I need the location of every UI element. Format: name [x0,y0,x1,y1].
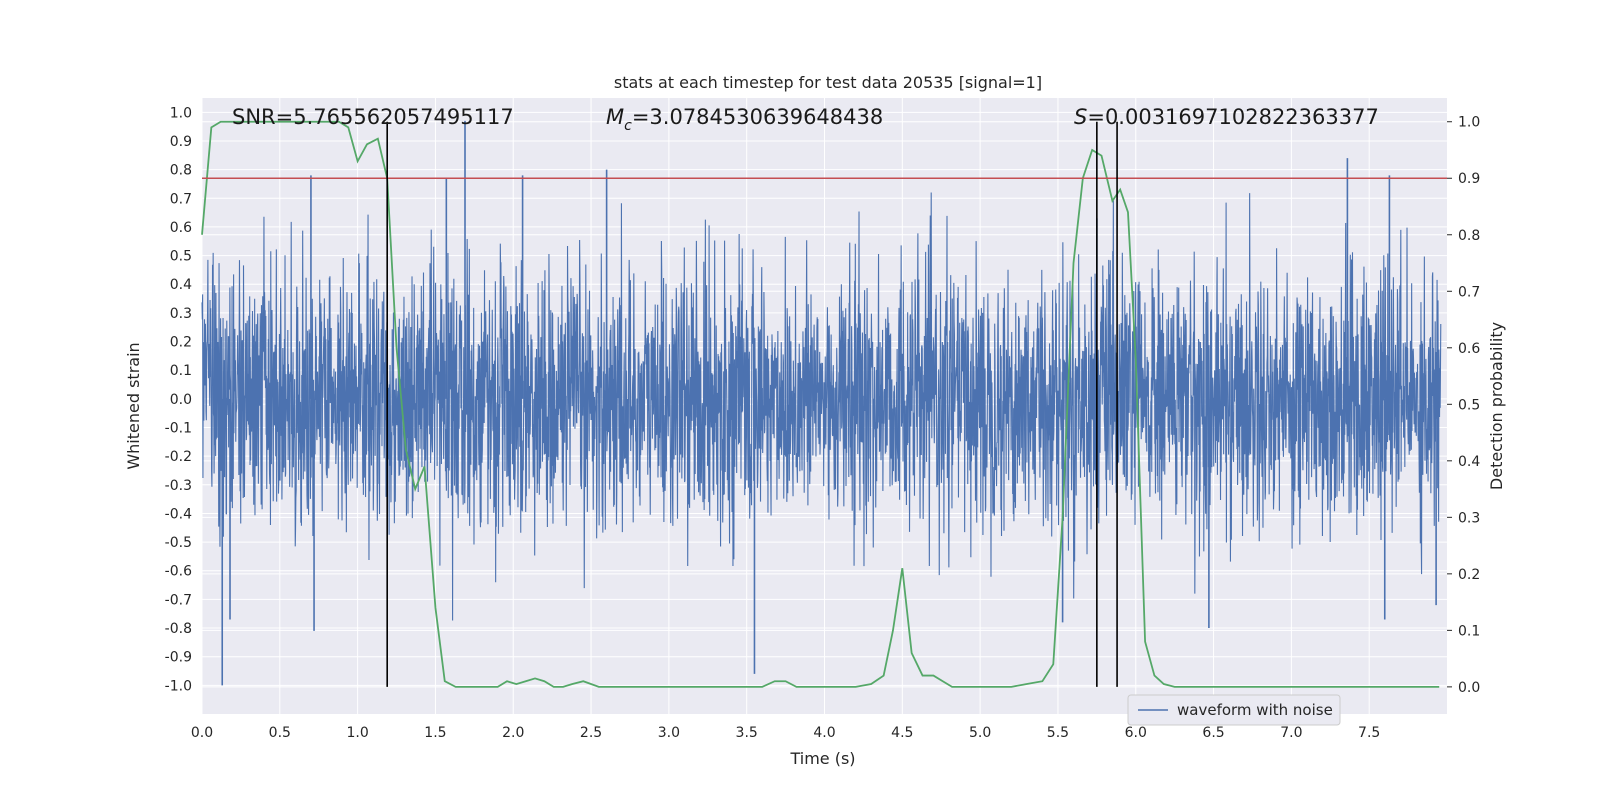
chirp-mass-subscript: c [624,118,632,134]
y-tick-label-left: 0.1 [170,363,192,379]
s-symbol: S [1074,105,1087,129]
x-tick-label: 6.5 [1202,725,1224,741]
x-tick-label: 3.0 [658,725,680,741]
x-tick-label: 5.0 [969,725,991,741]
y-tick-label-left: -0.5 [165,535,192,551]
y-tick-label-right: 0.0 [1458,680,1480,696]
y-tick-label-left: -0.3 [165,478,192,494]
probability-line [201,120,1440,688]
y-tick-label-right: 0.8 [1458,228,1480,244]
tick-labels: 0.0 0.5 1.0 1.5 2.0 2.5 3.0 3.5 4.0 4.5 5.0 5.5 6.0 6… [165,105,1481,741]
waveform-series [201,120,1442,686]
y-tick-label-right: 1.0 [1458,115,1480,131]
probability-series [201,120,1440,688]
y-tick-label-right: 0.7 [1458,284,1480,300]
legend-label: waveform with noise [1177,701,1333,719]
y-tick-label-right: 0.5 [1458,397,1480,413]
y-tick-label-left: 0.9 [170,134,192,150]
y-tick-label-left: 0.7 [170,191,192,207]
waveform-line [201,192,1442,621]
y-tick-label-left: -0.6 [165,564,192,580]
y-tick-label-left: 0.8 [170,163,192,179]
chart-title: stats at each timestep for test data 205… [614,73,1042,92]
chirp-mass-symbol: M [606,105,624,129]
y-tick-label-left: 1.0 [170,105,192,121]
y-tick-label-left: 0.2 [170,335,192,351]
y-tick-label-left: -1.0 [165,678,192,694]
x-tick-label: 7.5 [1358,725,1380,741]
x-axis-label: Time (s) [789,749,855,768]
s-value: =0.0031697102822363377 [1087,105,1379,129]
x-tick-label: 1.5 [424,725,446,741]
x-tick-label: 0.0 [191,725,213,741]
y-tick-label-right: 0.4 [1458,454,1480,470]
y-tick-label-left: -0.9 [165,650,192,666]
y-axis-label-right: Detection probability [1487,322,1506,490]
x-tick-label: 5.5 [1047,725,1069,741]
x-tick-label: 6.0 [1125,725,1147,741]
y-tick-label-left: -0.4 [165,506,192,522]
chirp-mass-annotation: Mc=3.0784530639648438 [606,105,883,134]
x-tick-label: 0.5 [269,725,291,741]
x-tick-label: 3.5 [736,725,758,741]
legend: waveform with noise [1127,694,1341,726]
y-tick-label-left: 0.0 [170,392,192,408]
x-tick-label: 4.0 [813,725,835,741]
snr-annotation: SNR=5.765562057495117 [232,105,514,129]
y-tick-label-right: 0.6 [1458,341,1480,357]
x-tick-label: 1.0 [346,725,368,741]
y-tick-label-left: -0.2 [165,449,192,465]
y-tick-label-right: 0.3 [1458,510,1480,526]
y-tick-label-right: 0.1 [1458,623,1480,639]
y-tick-label-left: 0.3 [170,306,192,322]
y-tick-label-right: 0.9 [1458,171,1480,187]
legend-box [1127,694,1341,726]
y-tick-label-left: -0.7 [165,592,192,608]
x-tick-label: 2.0 [502,725,524,741]
y-tick-label-left: 0.4 [170,277,192,293]
x-tick-label: 2.5 [580,725,602,741]
overlay-lines [202,121,1447,687]
y-axis-label-left: Whitened strain [124,342,143,469]
chirp-mass-value: =3.0784530639648438 [632,105,883,129]
y-tick-label-left: -0.8 [165,621,192,637]
y-tick-label-left: -0.1 [165,420,192,436]
y-tick-label-left: 0.5 [170,249,192,265]
x-tick-label: 4.5 [891,725,913,741]
s-annotation: S=0.0031697102822363377 [1074,105,1379,129]
x-tick-label: 7.0 [1280,725,1302,741]
y-tick-label-right: 0.2 [1458,567,1480,583]
y-tick-label-left: 0.6 [170,220,192,236]
